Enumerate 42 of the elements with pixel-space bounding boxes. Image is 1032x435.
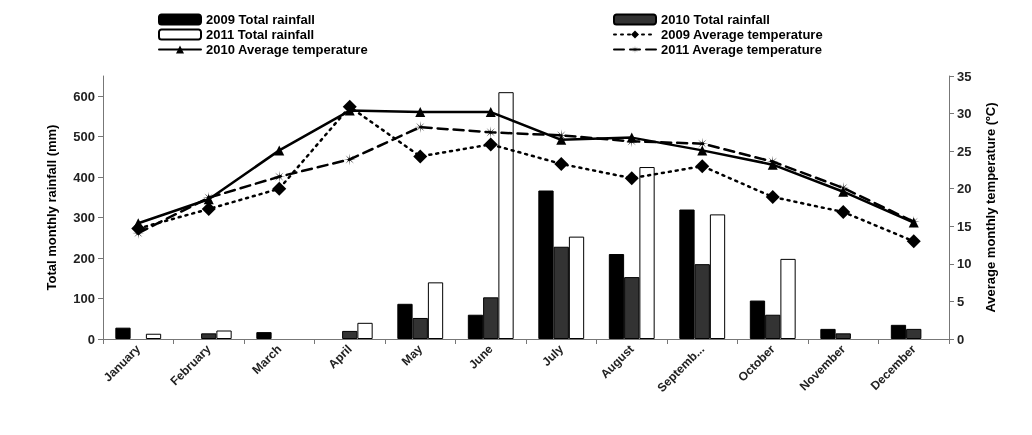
point xyxy=(483,137,498,152)
point xyxy=(624,171,639,186)
y-tick-label: 600 xyxy=(73,88,95,104)
point xyxy=(415,107,426,118)
point xyxy=(697,145,708,156)
point xyxy=(413,149,428,164)
y2-axis-title: Average monthly temperature (ºC) xyxy=(983,102,998,313)
y-axis-title: Total monthly rainfall (mm) xyxy=(44,124,59,291)
point xyxy=(765,189,780,204)
point xyxy=(485,107,496,118)
y-tick-label: 300 xyxy=(73,210,95,226)
bar xyxy=(115,327,131,339)
y-tick-label: 0 xyxy=(87,331,95,347)
legend-label: 2009 Total rainfall xyxy=(206,12,315,27)
legend-label: 2010 Total rainfall xyxy=(661,12,770,27)
point xyxy=(695,159,710,174)
y2-tick-label: 20 xyxy=(957,181,972,197)
point xyxy=(274,145,285,156)
y-tick-label: 500 xyxy=(73,129,95,145)
bar xyxy=(145,333,162,339)
point xyxy=(201,202,216,216)
y2-tick-label: 10 xyxy=(957,256,972,272)
legend-label: 2009 Average temperature xyxy=(661,27,823,42)
y2-tick-label: 0 xyxy=(957,331,965,347)
y2-tick-label: 5 xyxy=(957,293,965,309)
point xyxy=(906,234,921,249)
point xyxy=(272,181,287,196)
point xyxy=(836,205,851,220)
point xyxy=(554,156,569,171)
bar xyxy=(256,332,272,339)
y2-tick-label: 25 xyxy=(957,143,972,159)
y2-tick-label: 15 xyxy=(957,218,972,234)
point xyxy=(273,170,286,183)
y-tick-label: 100 xyxy=(73,291,95,307)
y-tick-label: 200 xyxy=(73,250,95,266)
y2-tick-label: 35 xyxy=(957,68,972,84)
legend-label: 2011 Total rainfall xyxy=(206,27,315,42)
y-tick-label: 400 xyxy=(73,169,95,185)
y2-tick-label: 30 xyxy=(957,106,972,122)
legend-label: 2011 Average temperature xyxy=(661,42,822,57)
legend-label: 2010 Average temperature xyxy=(206,42,368,57)
point xyxy=(343,153,356,166)
